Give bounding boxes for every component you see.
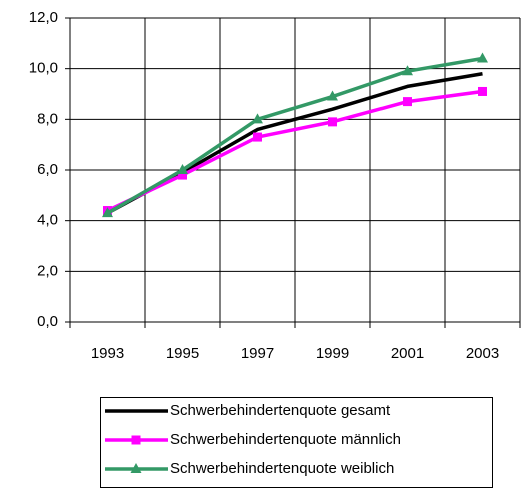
y-tick-label: 8,0 — [37, 110, 58, 127]
marker — [477, 52, 488, 63]
marker — [177, 164, 188, 174]
marker — [131, 435, 141, 445]
y-tick-label: 6,0 — [37, 161, 58, 178]
y-tick-label: 2,0 — [37, 262, 58, 279]
x-tick-label: 1997 — [241, 345, 274, 362]
series-line — [106, 56, 483, 215]
marker — [102, 207, 113, 218]
x-tick-label: 1993 — [91, 345, 124, 362]
marker — [403, 97, 412, 107]
marker — [327, 90, 338, 101]
x-tick-label: 2001 — [391, 345, 424, 362]
marker — [402, 65, 413, 76]
y-tick-label: 10,0 — [29, 60, 58, 77]
x-tick-label: 1995 — [166, 345, 199, 362]
series-line — [106, 89, 483, 213]
legend-label: Schwerbehindertenquote männlich — [170, 431, 401, 448]
x-tick-label: 2003 — [466, 345, 499, 362]
legend-label: Schwerbehindertenquote gesamt — [170, 402, 391, 419]
legend-label: Schwerbehindertenquote weiblich — [170, 460, 394, 477]
marker — [328, 117, 337, 127]
marker — [178, 170, 187, 180]
marker — [478, 86, 487, 96]
y-tick-label: 12,0 — [29, 9, 58, 26]
marker — [253, 132, 262, 142]
marker — [130, 463, 142, 473]
x-tick-label: 1999 — [316, 345, 349, 362]
marker — [252, 113, 263, 124]
y-tick-label: 4,0 — [37, 212, 58, 229]
y-tick-label: 0,0 — [37, 313, 58, 330]
